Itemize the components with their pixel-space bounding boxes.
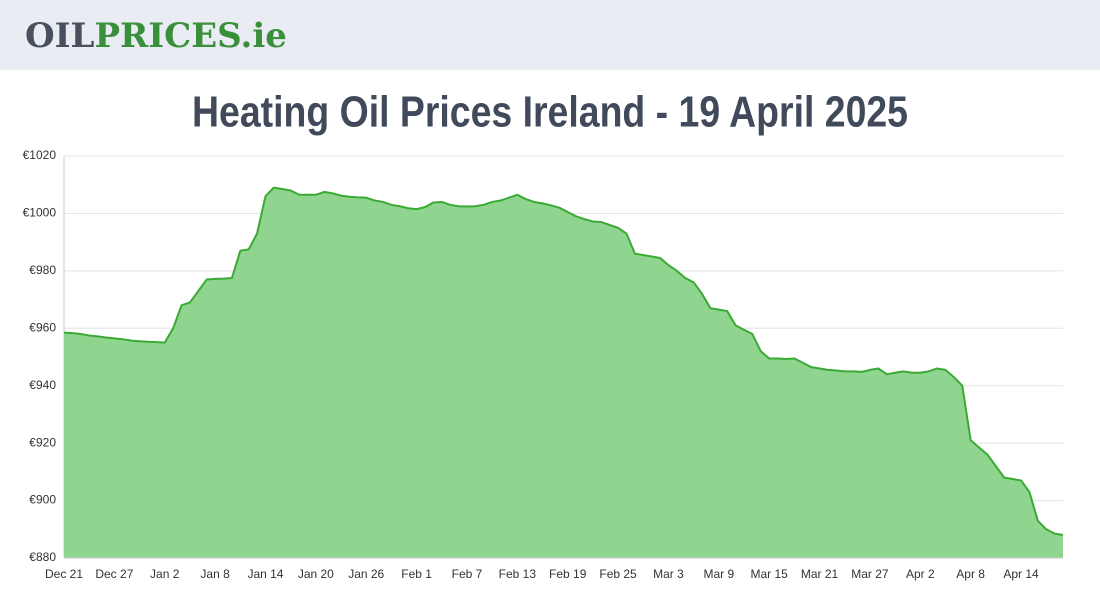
x-tick-label: Jan 2 [150, 567, 180, 581]
y-tick-label: €1000 [23, 206, 57, 220]
x-tick-label: Apr 8 [956, 567, 985, 581]
x-tick-label: Jan 26 [348, 567, 384, 581]
x-tick-label: Mar 3 [653, 567, 684, 581]
x-tick-label: Jan 8 [200, 567, 230, 581]
x-tick-label: Apr 2 [906, 567, 935, 581]
area-fill [64, 187, 1063, 558]
x-tick-label: Dec 27 [95, 567, 133, 581]
x-tick-label: Jan 14 [247, 567, 283, 581]
y-tick-label: €900 [29, 493, 56, 507]
x-tick-label: Feb 13 [499, 567, 537, 581]
logo-oil: OIL [25, 16, 95, 56]
x-tick-label: Apr 14 [1003, 567, 1039, 581]
y-tick-label: €880 [29, 550, 56, 564]
chart-title: Heating Oil Prices Ireland - 19 April 20… [192, 88, 908, 137]
y-tick-label: €940 [29, 378, 56, 392]
header-bar [0, 0, 1100, 70]
x-tick-label: Mar 15 [750, 567, 788, 581]
x-tick-label: Feb 1 [401, 567, 432, 581]
x-tick-label: Feb 19 [549, 567, 587, 581]
x-tick-label: Mar 27 [851, 567, 889, 581]
y-tick-label: €960 [29, 320, 56, 334]
y-tick-label: €920 [29, 435, 56, 449]
y-tick-label: €1020 [23, 148, 57, 162]
price-line [63, 186, 1064, 537]
x-tick-label: Mar 21 [801, 567, 839, 581]
logo-prices: PRICES.ie [94, 16, 286, 56]
x-tick-label: Feb 7 [452, 567, 483, 581]
x-tick-label: Jan 20 [298, 567, 334, 581]
logo[interactable]: OILPRICES.ie [25, 16, 287, 56]
y-tick-label: €980 [29, 263, 56, 277]
x-tick-label: Feb 25 [599, 567, 637, 581]
x-tick-label: Mar 9 [703, 567, 734, 581]
x-tick-label: Dec 21 [45, 567, 83, 581]
